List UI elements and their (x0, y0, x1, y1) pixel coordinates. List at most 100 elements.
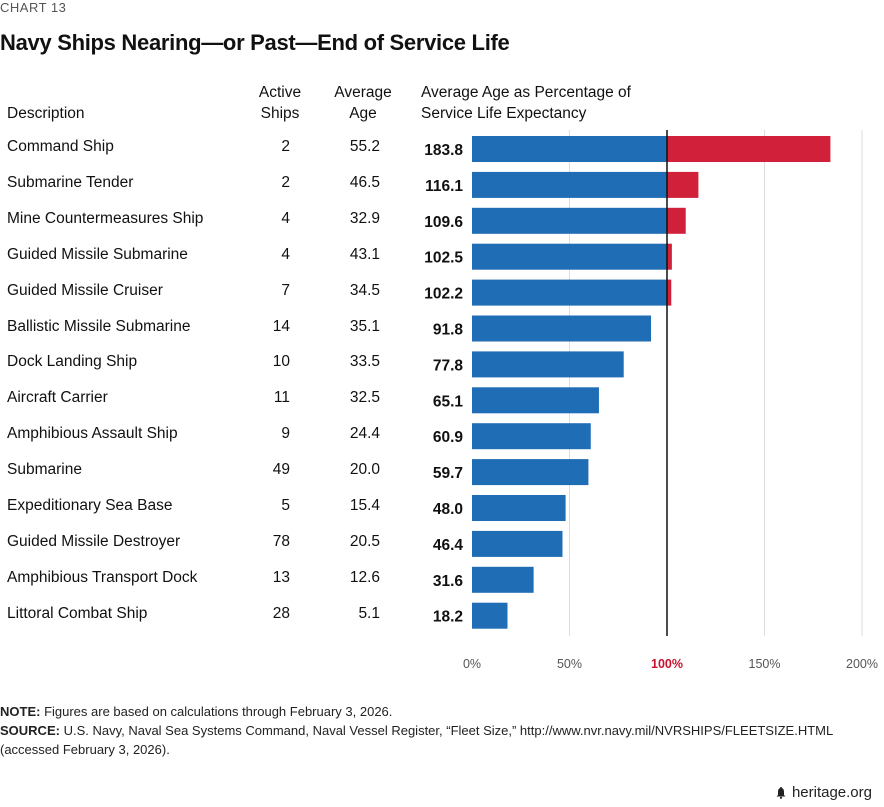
logo-text: heritage.org (791, 784, 872, 801)
row-active-ships: 4 (281, 209, 290, 227)
row-average-age: 5.1 (358, 604, 380, 622)
bar-value-label: 65.1 (433, 393, 464, 410)
note: NOTE: Figures are based on calculations … (0, 702, 392, 721)
bar-value-label: 183.8 (424, 142, 463, 159)
row-average-age: 20.5 (349, 532, 380, 550)
row-average-age: 43.1 (349, 245, 380, 263)
row-active-ships: 9 (281, 425, 290, 443)
note-text: Figures are based on calculations throug… (40, 704, 393, 719)
source-text: U.S. Navy, Naval Sea Systems Command, Na… (59, 723, 834, 738)
bar (472, 351, 624, 378)
row-active-ships: 7 (281, 281, 290, 299)
bar (472, 243, 667, 270)
bar (472, 315, 652, 342)
row-average-age: 33.5 (349, 353, 380, 371)
column-header-active-line1: Active (258, 84, 302, 101)
row-active-ships: 78 (272, 532, 290, 550)
row-description: Aircraft Carrier (7, 389, 108, 407)
bar-value-label: 60.9 (433, 429, 464, 446)
row-description: Guided Missile Submarine (7, 245, 188, 263)
bar (472, 459, 589, 486)
bar-value-label: 46.4 (433, 537, 464, 554)
x-tick-label: 100% (651, 657, 683, 671)
bar (472, 171, 667, 198)
liberty-bell-icon (776, 786, 786, 799)
bar-value-label: 77.8 (433, 357, 464, 374)
row-description: Guided Missile Cruiser (7, 281, 163, 299)
x-tick-label: 200% (846, 657, 878, 671)
bar (472, 566, 534, 593)
bar-over-threshold (667, 243, 672, 270)
row-active-ships: 28 (272, 604, 290, 622)
bar-value-label: 59.7 (433, 465, 463, 482)
row-average-age: 46.5 (349, 173, 380, 191)
row-average-age: 15.4 (349, 497, 380, 514)
bar (472, 495, 566, 521)
x-tick-label: 0% (463, 657, 481, 671)
row-active-ships: 5 (281, 497, 290, 514)
row-active-ships: 14 (272, 317, 290, 335)
bar-value-label: 48.0 (433, 501, 463, 518)
row-active-ships: 49 (272, 461, 290, 479)
bar (472, 602, 508, 629)
source: SOURCE: U.S. Navy, Naval Sea Systems Com… (0, 721, 833, 740)
chart-title: Navy Ships Nearing—or Past—End of Servic… (0, 30, 510, 55)
source-label: SOURCE: (0, 723, 60, 738)
row-description: Dock Landing Ship (7, 353, 138, 371)
column-header-average-age: Average Age (328, 82, 398, 124)
row-active-ships: 13 (272, 568, 290, 586)
bar (472, 387, 599, 414)
column-header-active-line2: Ships (260, 105, 300, 122)
column-header-description: Description (7, 105, 85, 122)
column-header-age-line1: Average (334, 84, 392, 101)
chart-label: CHART 13 (0, 0, 67, 15)
row-average-age: 24.4 (349, 425, 380, 443)
row-average-age: 32.9 (349, 209, 380, 227)
row-average-age: 34.5 (349, 281, 380, 299)
bar (472, 136, 667, 162)
bar-over-threshold (667, 279, 672, 306)
bar-chart: 183.8 116.1 109.6 102.5 102.2 91.8 77.8 65.1 60.… (424, 130, 878, 671)
note-label: NOTE: (0, 704, 41, 719)
column-header-percentage: Average Age as Percentage of Service Lif… (421, 82, 631, 124)
bar (472, 279, 667, 306)
bar-value-label: 109.6 (424, 214, 463, 231)
x-tick-label: 50% (557, 657, 582, 671)
column-header-active-ships: Active Ships (250, 82, 310, 124)
row-active-ships: 2 (281, 138, 290, 155)
column-header-age-line2: Age (349, 105, 377, 122)
bar (472, 423, 591, 450)
bar-over-threshold (667, 207, 686, 234)
column-header-pct-line2: Service Life Expectancy (421, 105, 587, 122)
row-average-age: 55.2 (349, 138, 380, 155)
bar-value-label: 102.5 (424, 250, 463, 267)
bar-value-label: 31.6 (433, 573, 464, 590)
row-description: Amphibious Transport Dock (7, 568, 198, 586)
row-active-ships: 2 (281, 173, 290, 191)
row-active-ships: 4 (281, 245, 290, 263)
row-average-age: 35.1 (349, 317, 380, 335)
bar-value-label: 102.2 (424, 286, 463, 303)
row-description: Submarine Tender (7, 173, 134, 191)
row-description: Ballistic Missile Submarine (7, 317, 191, 335)
row-active-ships: 10 (272, 353, 290, 371)
x-tick-label: 150% (749, 657, 781, 671)
bar-value-label: 116.1 (425, 178, 463, 195)
column-header-pct-line1: Average Age as Percentage of (421, 84, 631, 101)
bar (472, 207, 667, 234)
bar (472, 530, 563, 557)
heritage-logo[interactable]: heritage.org (775, 784, 872, 801)
source-continued: (accessed February 3, 2026). (0, 742, 170, 757)
row-description: Expeditionary Sea Base (7, 497, 173, 514)
row-average-age: 20.0 (349, 461, 380, 479)
bar-over-threshold (667, 171, 699, 198)
row-description: Mine Countermeasures Ship (7, 209, 204, 227)
row-average-age: 32.5 (349, 389, 380, 407)
row-description: Amphibious Assault Ship (7, 425, 178, 443)
row-description: Submarine (7, 461, 82, 479)
row-description: Littoral Combat Ship (7, 604, 148, 622)
bar-over-threshold (667, 136, 831, 162)
row-description: Guided Missile Destroyer (7, 532, 181, 550)
row-active-ships: 11 (273, 389, 290, 407)
row-description: Command Ship (7, 138, 114, 155)
